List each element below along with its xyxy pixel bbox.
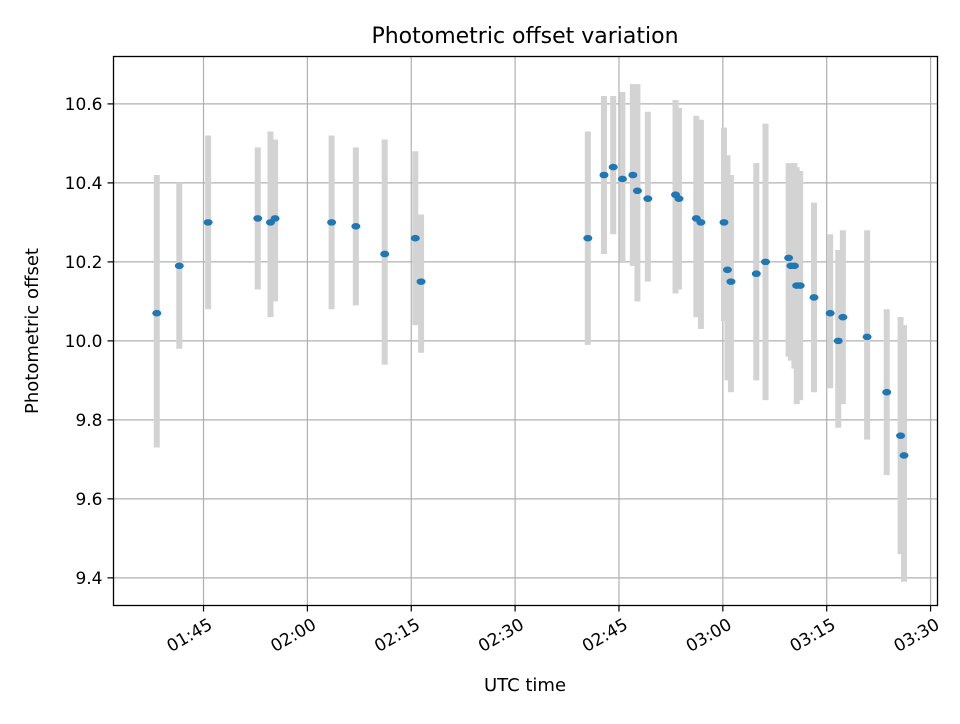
data-point — [583, 234, 593, 242]
y-tick-label: 10.4 — [65, 174, 103, 194]
data-point — [410, 234, 420, 242]
data-point — [833, 337, 843, 345]
data-point — [722, 266, 732, 274]
data-point — [809, 294, 819, 301]
data-point — [643, 195, 653, 202]
data-point — [795, 282, 805, 289]
data-point — [899, 452, 909, 459]
data-point — [327, 219, 337, 226]
data-point — [862, 333, 872, 341]
y-tick-label: 10.2 — [65, 253, 103, 273]
y-tick-label: 10.6 — [65, 95, 103, 115]
data-points — [152, 163, 909, 459]
data-point — [789, 262, 799, 270]
y-tick-label: 9.4 — [75, 569, 102, 589]
grid-lines — [113, 56, 938, 606]
y-axis-label: Photometric offset — [22, 248, 43, 414]
data-point — [896, 432, 906, 439]
data-point — [825, 309, 835, 317]
y-tick-label: 9.6 — [75, 490, 102, 510]
plot-frame — [112, 55, 939, 607]
data-point — [253, 215, 263, 222]
data-point — [351, 223, 361, 230]
data-point — [152, 309, 162, 317]
data-point — [270, 215, 280, 222]
data-point — [761, 258, 771, 266]
data-point — [599, 171, 609, 179]
data-point — [719, 219, 729, 226]
y-axis-ticks: 9.4 9.6 9.8 10.0 10.2 10.4 10.6 — [65, 95, 114, 589]
y-tick-label: 10.0 — [65, 332, 103, 352]
data-point — [632, 187, 642, 195]
data-point — [416, 278, 426, 285]
x-axis-label: UTC time — [484, 675, 566, 696]
y-tick-label: 9.8 — [75, 411, 102, 431]
data-point — [203, 219, 213, 226]
data-point — [380, 250, 390, 258]
data-point — [628, 171, 638, 179]
data-point — [174, 262, 184, 270]
data-point — [617, 175, 627, 183]
data-point — [838, 313, 848, 321]
chart-title: Photometric offset variation — [371, 24, 678, 49]
data-point — [751, 270, 761, 278]
data-point — [726, 278, 736, 285]
data-point — [696, 219, 706, 226]
data-point — [784, 254, 794, 262]
data-point — [882, 388, 892, 396]
data-point — [674, 195, 684, 202]
data-point — [608, 163, 618, 171]
